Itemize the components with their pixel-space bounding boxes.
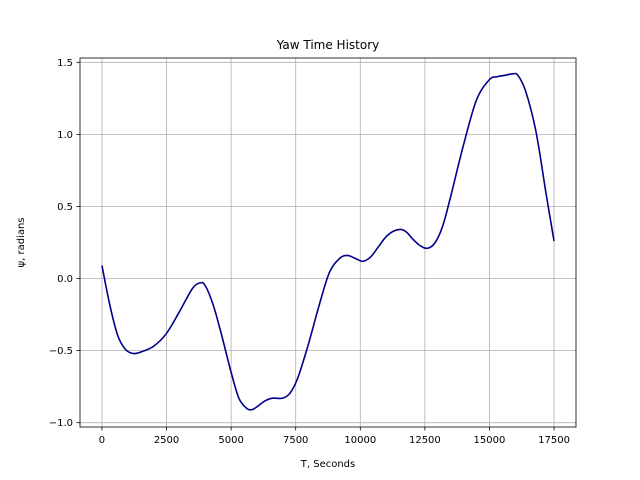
series-layer [101, 72, 555, 411]
x-axis-label: T, Seconds [300, 459, 355, 470]
x-tick-label: 2500 [154, 435, 179, 446]
x-tick-label: 7500 [283, 435, 308, 446]
axis-ticks: 0 2500 5000 7500 10000 12500 15000 17500 −1.0 −0.… [49, 58, 570, 446]
y-tick-label: −0.5 [49, 346, 73, 357]
y-tick-label: 1.0 [57, 130, 73, 141]
y-tick-label: −1.0 [49, 418, 73, 429]
plot-frame [79, 57, 577, 428]
x-tick-label: 15000 [474, 435, 506, 446]
grid-lines [80, 58, 576, 427]
y-axis-label: ψ, radians [16, 218, 27, 268]
y-tick-label: 0.5 [57, 202, 73, 213]
yaw-series-line [101, 72, 555, 411]
x-tick-label: 17500 [538, 435, 570, 446]
y-tick-label: 0.0 [57, 274, 73, 285]
x-tick-label: 12500 [409, 435, 441, 446]
chart-title: Yaw Time History [276, 38, 380, 52]
x-tick-label: 5000 [218, 435, 243, 446]
x-tick-label: 10000 [344, 435, 376, 446]
y-tick-label: 1.5 [57, 58, 73, 69]
x-tick-label: 0 [99, 435, 105, 446]
